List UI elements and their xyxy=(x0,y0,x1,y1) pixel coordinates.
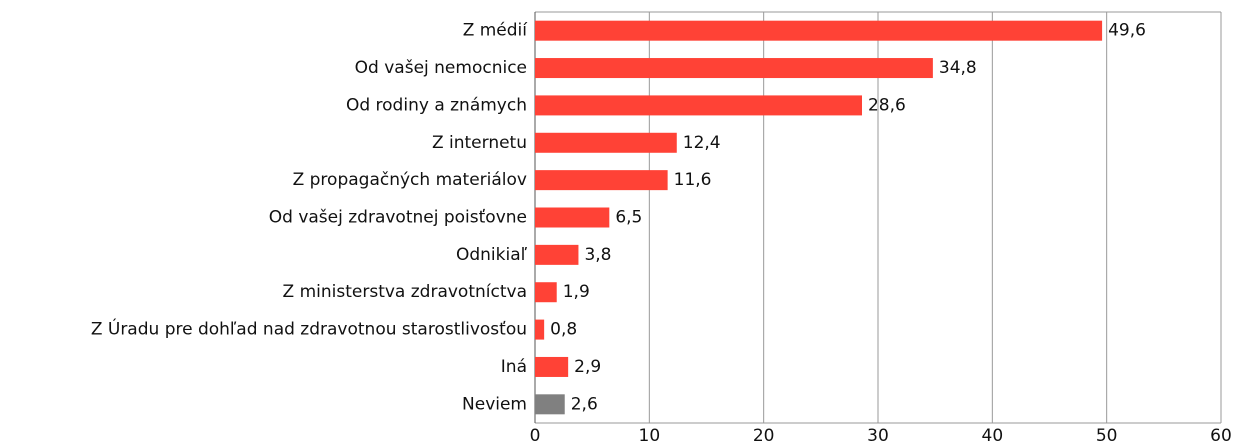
y-tick-label: Z Úradu pre dohľad nad zdravotnou staros… xyxy=(91,318,527,340)
value-label: 6,5 xyxy=(615,208,642,228)
bar xyxy=(535,244,579,265)
value-label: 12,4 xyxy=(683,133,721,153)
bar xyxy=(535,132,677,153)
bar xyxy=(535,356,569,377)
bar xyxy=(535,58,933,79)
value-label: 3,8 xyxy=(584,245,611,265)
y-tick-label: Z propagačných materiálov xyxy=(293,170,527,190)
value-label: 28,6 xyxy=(868,95,906,115)
x-tick-label: 10 xyxy=(639,426,661,441)
value-label: 2,9 xyxy=(574,357,601,377)
x-tick-label: 50 xyxy=(1096,426,1118,441)
bar xyxy=(535,95,862,116)
value-label: 11,6 xyxy=(674,170,712,190)
y-tick-label: Odnikiaľ xyxy=(456,245,528,265)
y-tick-label: Z internetu xyxy=(432,133,527,153)
y-tick-label: Od vašej nemocnice xyxy=(355,58,527,78)
value-label: 34,8 xyxy=(939,58,977,78)
x-tick-label: 40 xyxy=(982,426,1004,441)
y-tick-label: Od vašej zdravotnej poisťovne xyxy=(269,208,527,228)
value-label: 2,6 xyxy=(571,394,598,414)
bar xyxy=(535,282,557,303)
bar xyxy=(535,207,610,228)
y-tick-label: Od rodiny a známych xyxy=(346,95,527,115)
x-tick-label: 60 xyxy=(1210,426,1232,441)
y-tick-label: Iná xyxy=(501,357,527,377)
x-tick-label: 20 xyxy=(753,426,775,441)
value-label: 1,9 xyxy=(563,282,590,302)
y-tick-label: Neviem xyxy=(462,394,527,414)
value-label: 0,8 xyxy=(550,320,577,340)
x-tick-label: 0 xyxy=(530,426,541,441)
y-tick-label: Z ministerstva zdravotníctva xyxy=(283,282,527,302)
x-tick-label: 30 xyxy=(867,426,889,441)
y-tick-label: Z médií xyxy=(463,21,529,41)
bar xyxy=(535,20,1103,41)
bar xyxy=(535,319,545,340)
bar xyxy=(535,394,565,415)
value-label: 49,6 xyxy=(1108,21,1146,41)
bar xyxy=(535,170,668,191)
